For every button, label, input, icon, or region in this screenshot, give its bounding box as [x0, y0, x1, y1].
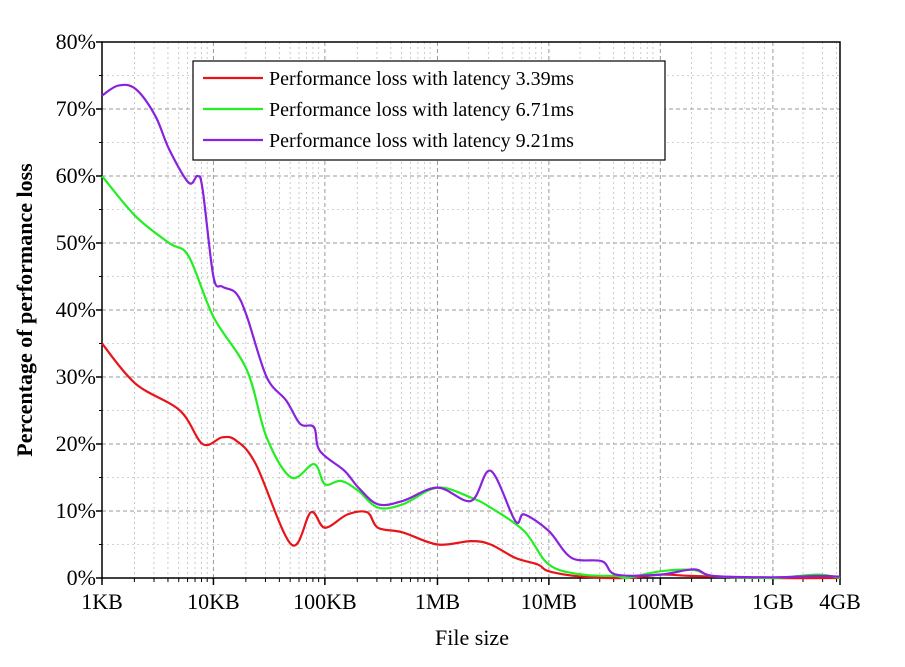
x-tick-label: 1MB	[415, 589, 460, 614]
series-line-2	[101, 175, 841, 580]
legend-label-2: Performance loss with latency 6.71ms	[269, 99, 574, 121]
series-line-3	[101, 83, 841, 579]
y-tick-label: 0%	[67, 565, 96, 590]
y-axis-ticks: 0% 10% 20% 30% 40% 50% 60% 70% 80%	[56, 29, 102, 590]
y-tick-label: 30%	[56, 364, 96, 389]
y-axis-title: Percentage of performance loss	[12, 163, 37, 457]
y-tick-label: 10%	[56, 498, 96, 523]
y-tick-label: 40%	[56, 297, 96, 322]
x-axis-title: File size	[435, 625, 509, 650]
grid	[102, 42, 840, 578]
legend: Performance loss with latency 3.39ms Perf…	[192, 60, 666, 161]
legend-box	[192, 60, 666, 161]
series-line-1	[101, 342, 841, 580]
y-tick-label: 80%	[56, 29, 96, 54]
x-axis-ticks: 1KB 10KB 100KB 1MB 10MB 100MB 1GB 4GB	[81, 578, 861, 614]
y-tick-label: 60%	[56, 163, 96, 188]
x-tick-label: 10KB	[187, 589, 240, 614]
x-tick-label: 4GB	[819, 589, 861, 614]
y-tick-label: 70%	[56, 96, 96, 121]
y-tick-label: 50%	[56, 230, 96, 255]
legend-label-3: Performance loss with latency 9.21ms	[269, 130, 574, 152]
x-tick-label: 100KB	[293, 589, 357, 614]
x-tick-label: 1KB	[81, 589, 123, 614]
x-tick-label: 1GB	[752, 589, 794, 614]
x-tick-label: 100MB	[627, 589, 694, 614]
y-tick-label: 20%	[56, 431, 96, 456]
legend-label-1: Performance loss with latency 3.39ms	[269, 68, 574, 90]
x-tick-label: 10MB	[521, 589, 577, 614]
series-lines	[101, 83, 841, 580]
